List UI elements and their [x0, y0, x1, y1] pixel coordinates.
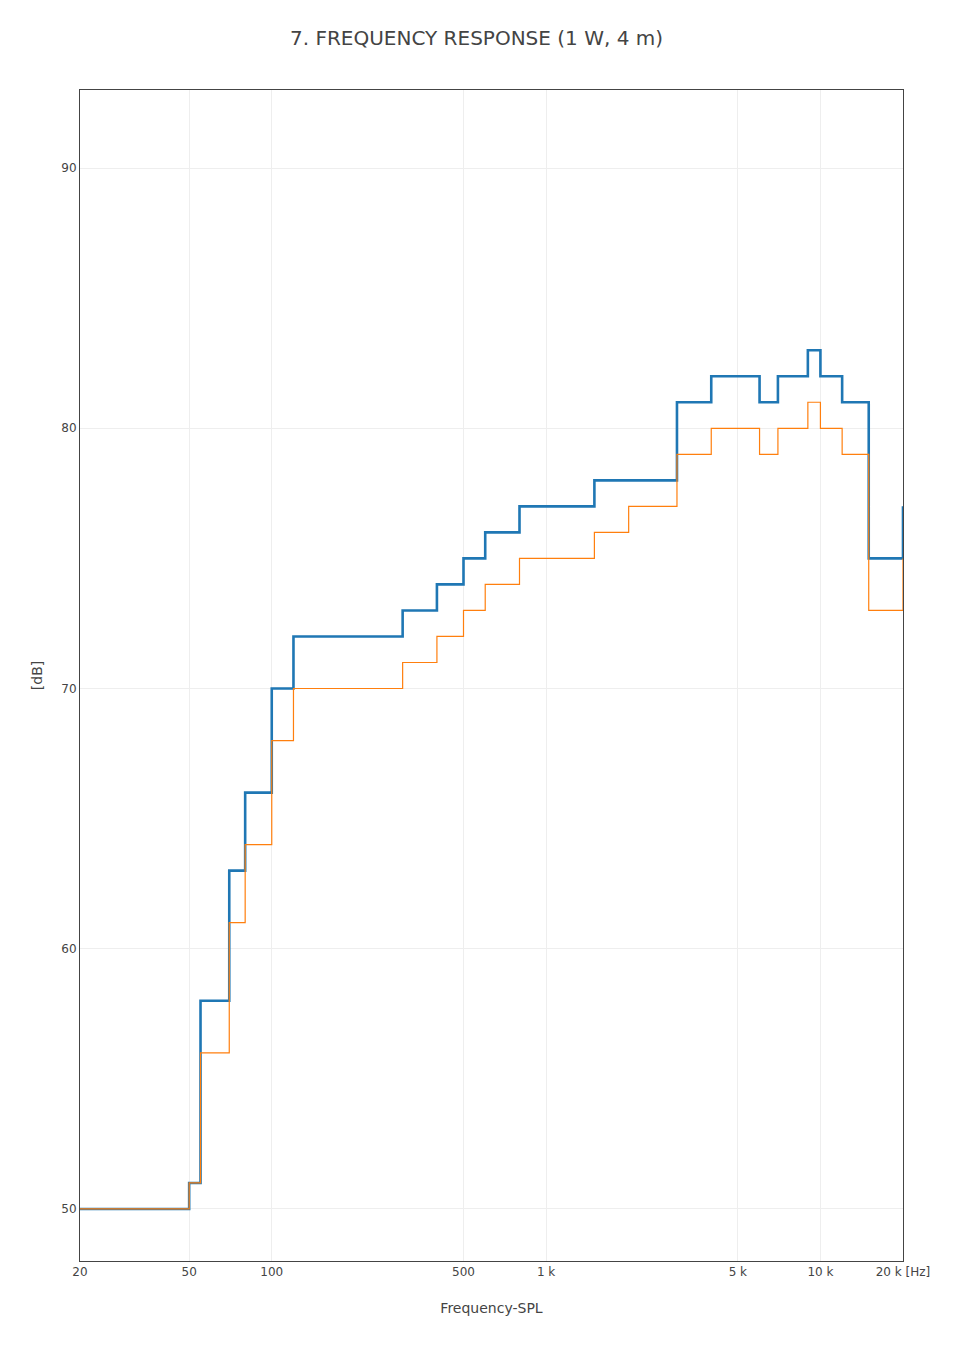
svg-text:5 k: 5 k	[729, 1265, 747, 1279]
svg-text:500: 500	[452, 1265, 475, 1279]
svg-text:100: 100	[260, 1265, 283, 1279]
svg-text:20: 20	[72, 1265, 87, 1279]
svg-text:10 k: 10 k	[807, 1265, 833, 1279]
svg-text:[dB]: [dB]	[29, 661, 45, 690]
svg-text:Frequency-SPL: Frequency-SPL	[440, 1300, 542, 1316]
svg-text:50: 50	[61, 1202, 76, 1216]
svg-text:20 k [Hz]: 20 k [Hz]	[876, 1265, 931, 1279]
svg-text:90: 90	[61, 161, 76, 175]
svg-text:1 k: 1 k	[537, 1265, 555, 1279]
svg-text:7. FREQUENCY RESPONSE (1 W, 4: 7. FREQUENCY RESPONSE (1 W, 4 m)	[290, 26, 663, 50]
svg-text:70: 70	[61, 682, 76, 696]
svg-text:50: 50	[182, 1265, 197, 1279]
svg-text:80: 80	[61, 421, 76, 435]
svg-text:60: 60	[61, 942, 76, 956]
